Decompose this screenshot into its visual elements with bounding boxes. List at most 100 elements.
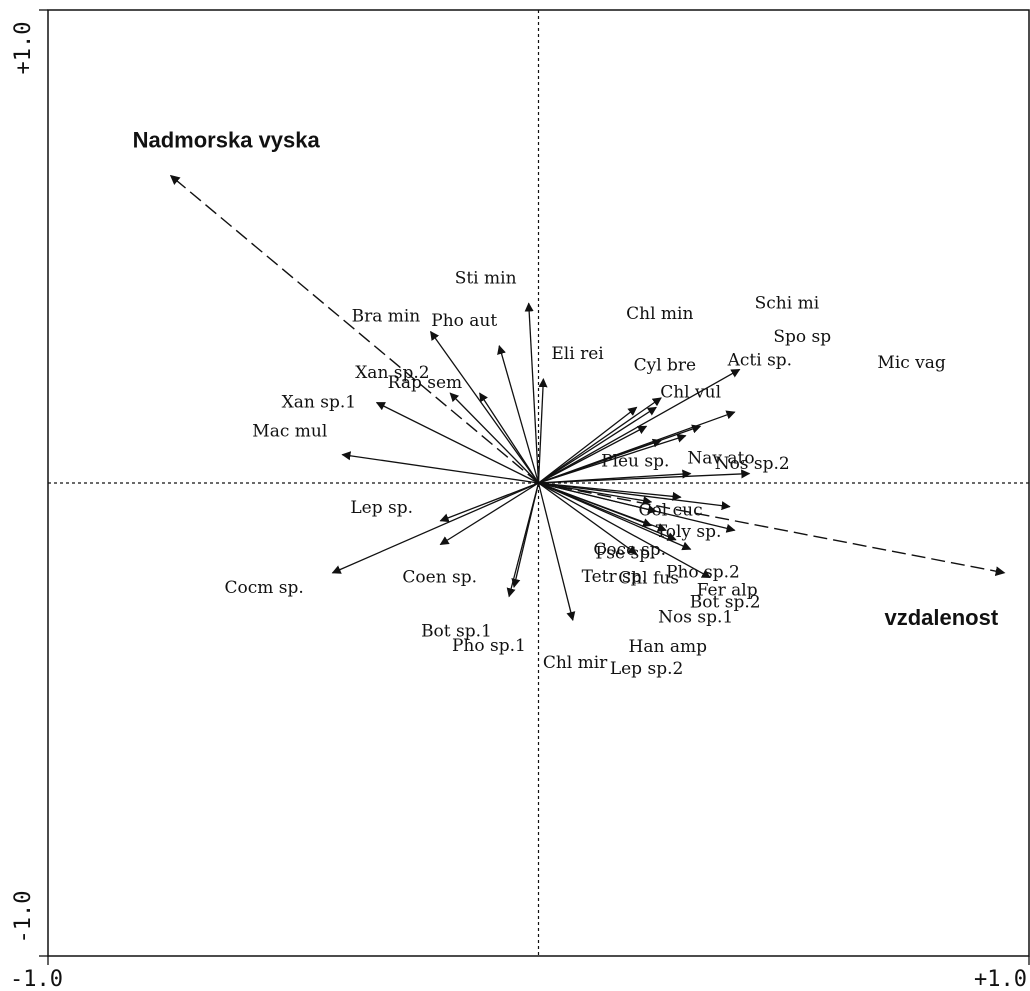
species-label: Chl fus — [618, 568, 679, 588]
species-label: Rap sem — [388, 373, 463, 393]
species-label: Pse sp. — [595, 544, 655, 564]
species-vector: Col cuc — [538, 469, 703, 521]
species-arrow — [341, 451, 539, 484]
species-label: Xan sp.1 — [282, 393, 356, 413]
species-vector: Nos sp.1 — [538, 482, 733, 628]
species-vector: Lep sp. — [350, 482, 539, 523]
species-vector: Mic vag — [538, 353, 946, 484]
species-vector: Sti min — [455, 268, 540, 484]
species-label: Nos sp.1 — [658, 608, 733, 628]
species-label: Mic vag — [877, 353, 946, 373]
species-label: Lep sp.2 — [610, 659, 683, 679]
species-label: Spo sp — [773, 327, 831, 347]
species-label: Schi mi — [755, 294, 820, 314]
species-arrow — [538, 406, 638, 484]
species-vector: Schi mi — [538, 294, 820, 484]
species-arrow — [538, 482, 677, 541]
species-vector: Chl vul — [538, 382, 721, 484]
environmental-vector: vzdalenost — [538, 482, 1006, 630]
species-label: Xan sp.2 — [355, 363, 429, 383]
species-label: Chl min — [626, 304, 693, 324]
species-label: Cocc sp. — [593, 540, 666, 560]
x-tick-label: +1.0 — [974, 967, 1027, 991]
species-arrow — [538, 406, 657, 484]
species-arrow — [538, 424, 702, 484]
species-vector: Tetr sp. — [538, 482, 647, 587]
species-vector: Rap sem — [388, 373, 540, 484]
species-vector: Bra min — [352, 307, 540, 484]
species-label: Fer alp — [697, 580, 758, 600]
species-vector: Xan sp.1 — [282, 393, 539, 484]
species-label: Nos sp.2 — [715, 454, 790, 474]
species-vector: Lep sp.2 — [538, 482, 683, 679]
species-arrow — [538, 482, 682, 501]
species-arrow — [537, 378, 548, 484]
x-tick-label: -1.0 — [10, 967, 63, 991]
species-label: Pho sp.2 — [666, 562, 740, 582]
species-arrow — [538, 482, 731, 511]
species-arrow — [538, 397, 662, 484]
species-vector: Chl fus — [538, 482, 679, 588]
environmental-vector: Nadmorska vyska — [133, 128, 539, 484]
species-vector: Chl mir — [537, 482, 608, 673]
species-vector: Cyl bre — [538, 355, 697, 484]
species-arrow — [538, 433, 687, 484]
y-tick-label: +1.0 — [11, 22, 36, 75]
species-vector: Cocm sp. — [224, 482, 539, 598]
species-label: Pho aut — [431, 311, 497, 331]
species-label: Pleu sp. — [601, 451, 669, 471]
species-arrow — [538, 482, 658, 514]
species-arrow — [439, 482, 539, 523]
species-vector: Toly sp. — [538, 482, 722, 542]
species-label: Bot sp.1 — [421, 622, 492, 642]
species-vector: Pho sp.1 — [452, 482, 540, 656]
species-arrow — [524, 302, 540, 484]
species-label: Eli rei — [551, 344, 604, 364]
species-label: Coen sp. — [402, 567, 477, 587]
species-arrow — [375, 402, 539, 484]
species-arrow — [538, 482, 638, 555]
species-vector: Mac mul — [252, 422, 539, 484]
species-vector: Xan sp.2 — [355, 363, 539, 484]
species-label: Sti min — [455, 268, 517, 288]
species-arrow — [538, 482, 653, 506]
species-label: Han amp — [629, 637, 708, 657]
species-vector: Coen sp. — [402, 482, 539, 587]
species-label: Bra min — [352, 307, 421, 327]
species-label: Lep sp. — [350, 498, 413, 518]
environmental-label: Nadmorska vyska — [133, 128, 321, 153]
species-arrow — [449, 392, 539, 484]
y-tick-label: -1.0 — [11, 891, 36, 944]
species-vector: Eli rei — [537, 344, 604, 484]
species-label: Pho sp.1 — [452, 636, 526, 656]
species-arrow — [538, 469, 692, 484]
species-vector: Chl min — [538, 304, 693, 484]
species-label: Tetr sp. — [582, 567, 647, 587]
species-vector: Spo sp — [538, 327, 831, 484]
species-label: Nav ato — [687, 449, 754, 469]
species-vector: Pho sp.2 — [538, 482, 740, 582]
species-arrow — [497, 344, 540, 484]
species-label: Cocm sp. — [224, 578, 303, 598]
species-label: Toly sp. — [656, 522, 722, 542]
species-vector: Cocc sp. — [538, 482, 666, 560]
environmental-arrows: Nadmorska vyska vzdalenost — [133, 128, 1006, 630]
species-vector: Bot sp.1 — [421, 482, 540, 642]
species-label: Chl vul — [660, 382, 721, 402]
species-arrow — [479, 392, 540, 484]
species-arrow — [511, 482, 540, 588]
species-arrow — [331, 482, 539, 574]
species-vector: Bot sp.2 — [538, 482, 761, 613]
axis-ticks: -1.0 +1.0 -1.0 +1.0 — [10, 9, 1030, 991]
species-label: Mac mul — [252, 422, 327, 442]
species-label: Acti sp. — [727, 350, 792, 370]
species-arrows: Sti min Pho aut Bra min Rap sem Eli rei Xan s… — [224, 268, 945, 679]
species-vector: Pho aut — [431, 311, 540, 484]
species-label: Chl mir — [543, 653, 608, 673]
environmental-label: vzdalenost — [884, 605, 998, 630]
species-label: Col cuc — [639, 501, 703, 521]
species-arrow — [439, 482, 539, 546]
species-arrow — [538, 425, 648, 484]
species-label: Cyl bre — [634, 355, 697, 375]
